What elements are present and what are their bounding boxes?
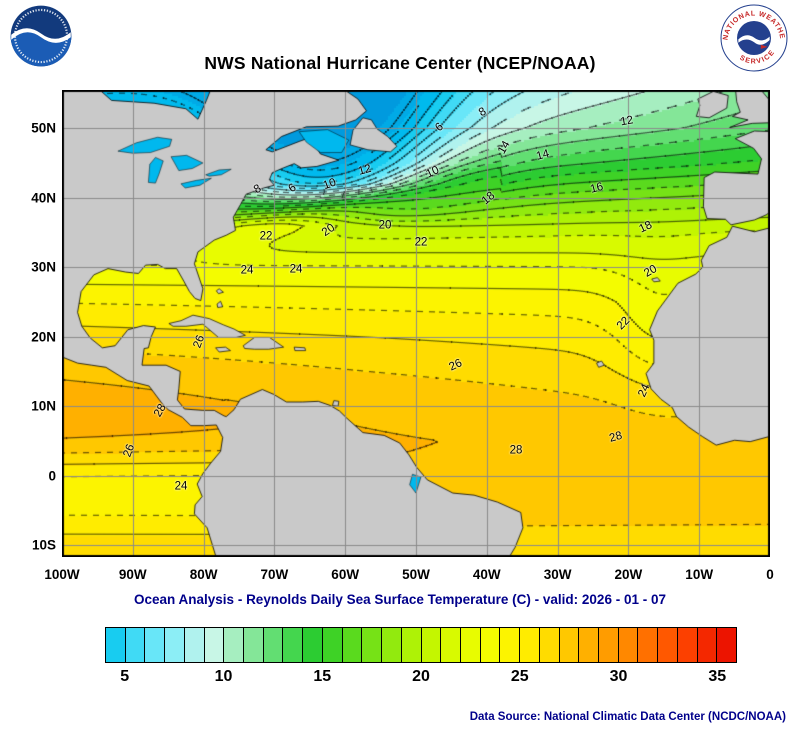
y-axis-tick: 10N [31,398,56,414]
map-subtitle: Ocean Analysis - Reynolds Daily Sea Surf… [134,592,666,607]
y-axis-tick: 0 [48,468,56,484]
x-axis-tick: 30W [543,567,572,582]
x-axis-tick: 40W [472,567,501,582]
colorbar-cell [302,628,322,662]
colorbar-cell [459,628,480,662]
x-axis-tick: 50W [402,567,430,582]
y-axis-tick: 20N [31,329,56,345]
gull-icon [11,28,71,43]
colorbar-tick-label: 10 [214,668,233,685]
colorbar-cell [223,628,244,662]
x-axis-tick: 100W [44,567,80,582]
x-axis-tick: 0 [766,567,774,582]
colorbar-cell [696,628,717,662]
colorbar [105,627,737,663]
colorbar-cell [381,628,401,662]
noaa-logo-lower [10,31,72,67]
colorbar-cell [420,628,441,662]
colorbar-cell [538,628,559,662]
y-axis-tick: 50N [31,120,56,136]
noaa-logo [10,5,72,67]
colorbar-cell [106,628,125,662]
colorbar-cell [361,628,382,662]
colorbar-tick-label: 35 [708,668,727,685]
colorbar-cell [282,628,303,662]
gull-icon [738,35,770,45]
colorbar-cell [243,628,263,662]
x-axis-tick: 90W [118,567,147,582]
colorbar-cell [657,628,677,662]
x-axis-tick: 10W [685,567,714,582]
colorbar-cell [321,628,342,662]
data-source: Data Source: National Climatic Data Cent… [469,711,786,723]
sst-map: 6 8 12 14 14 16 18 18 8 6 10 12 10 20 20 22 22 24 24 20 22 24… [62,90,770,557]
colorbar-cell [597,628,618,662]
colorbar-tick-label: 25 [510,668,529,685]
colorbar-cell [262,628,283,662]
noaa-logo-ring-text [13,8,69,64]
x-axis-tick: 60W [331,567,360,582]
colorbar-cell [558,628,579,662]
colorbar-cell [440,628,460,662]
colorbar-cell [164,628,184,662]
colorbar-cell [400,628,421,662]
colorbar-cell [637,628,658,662]
sst-map-canvas [62,90,770,557]
x-axis-tick: 70W [260,567,289,582]
y-axis-tick: 40N [31,190,56,206]
colorbar-cell [144,628,165,662]
nws-logo-flag [760,44,768,49]
colorbar-cell [499,628,520,662]
colorbar-tick-label: 20 [412,668,430,685]
colorbar-cell [203,628,224,662]
colorbar-tick-label: 15 [313,668,332,685]
longitude-axis: 100W 90W 80W 70W 60W 50W 40W 30W 20W 10W 0 [0,567,800,587]
colorbar-cell [124,628,145,662]
colorbar-cell [676,628,697,662]
x-axis-tick: 20W [614,567,643,582]
page-title: NWS National Hurricane Center (NCEP/NOAA… [204,53,596,73]
colorbar-tick-label: 30 [609,668,628,685]
y-axis-tick: 30N [31,259,56,275]
colorbar-cell [716,628,736,662]
latitude-axis: 50N 40N 30N 20N 10N 0 10S [0,0,56,737]
nws-logo: NATIONAL WEATHER SERVICE [720,4,788,72]
colorbar-cell [479,628,500,662]
colorbar-cell [341,628,362,662]
y-axis-tick: 10S [31,537,56,553]
colorbar-cell [519,628,539,662]
colorbar-tick-labels: 5 10 15 20 25 30 35 [105,668,737,692]
colorbar-cell [578,628,598,662]
colorbar-tick-label: 5 [120,668,130,685]
x-axis-tick: 80W [189,567,218,582]
colorbar-cell [617,628,638,662]
colorbar-cell [183,628,204,662]
